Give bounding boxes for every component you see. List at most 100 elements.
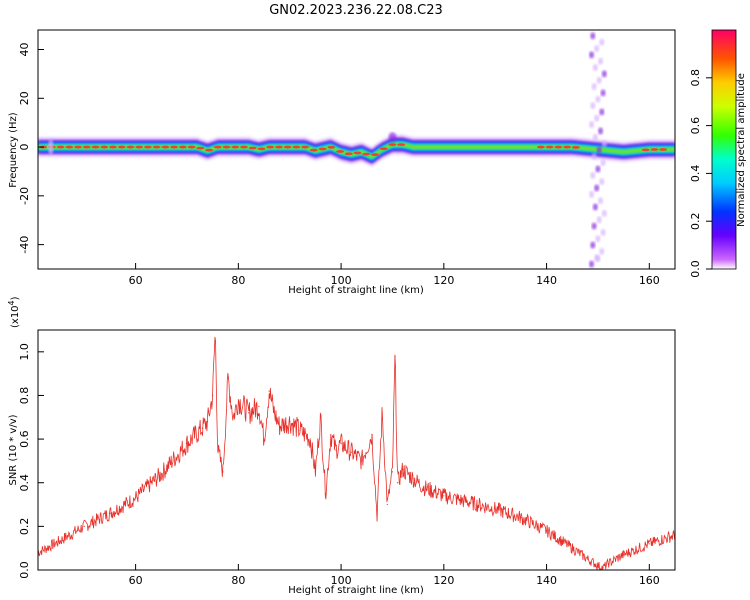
- spectrogram-event-blob: [601, 209, 607, 217]
- snr-point: [237, 399, 239, 401]
- spectrogram-hotspot: [362, 152, 371, 156]
- snr-x-ticks: 60 80 100 120 140 160: [129, 564, 660, 587]
- snr-y-axis-label: SNR (10 * v/v): [8, 414, 19, 485]
- snr-frame: [37, 329, 676, 571]
- spectrogram-hotspot: [213, 145, 222, 149]
- snr-point: [258, 405, 260, 407]
- spectrogram-event-blob: [600, 228, 606, 236]
- spectrogram-event-blob: [592, 133, 598, 141]
- colorbar-ticks: 0.0 0.2 0.4 0.6 0.8: [689, 69, 712, 278]
- snr-y-ticks: 0.0 0.2 0.4 0.6 0.8 1.0: [18, 343, 44, 579]
- colorbar-tick-label: 0.2: [689, 212, 702, 230]
- snr-x-tick-label: 140: [536, 574, 557, 587]
- spectrogram-hotspot: [397, 143, 406, 147]
- spectrogram-hotspot: [196, 146, 205, 150]
- snr-point: [602, 567, 604, 569]
- spectrogram-event-blob: [590, 171, 596, 179]
- spectrogram-event-blob: [595, 165, 601, 173]
- spectrogram-x-axis-label: Height of straight line (km): [288, 285, 424, 296]
- spectrogram-hotspot: [554, 145, 563, 149]
- snr-point: [319, 416, 322, 418]
- spectrogram-event-blob: [596, 76, 602, 84]
- snr-point: [412, 477, 414, 479]
- spectrogram-hotspot: [65, 145, 74, 149]
- spectrogram-y-ticks: 40 20 0 -20 -40: [18, 43, 44, 254]
- snr-y-tick-label: 0.0: [18, 561, 31, 579]
- snr-point: [350, 451, 352, 453]
- snr-point: [109, 512, 111, 514]
- spectrogram-event-blob: [598, 57, 604, 65]
- spectrogram-hotspot: [205, 148, 214, 152]
- snr-point: [263, 438, 265, 440]
- spectrogram-x-tick-label: 80: [231, 274, 245, 287]
- snr-point: [201, 427, 203, 429]
- spectrogram-event-blob: [590, 102, 596, 110]
- snr-point: [386, 503, 388, 506]
- snr-point: [520, 517, 522, 519]
- colorbar-gradient: [711, 29, 737, 270]
- spectrogram-hotspot: [117, 145, 126, 149]
- spectrogram-y-tick-label: 20: [18, 91, 31, 105]
- spectrogram-hotspot: [222, 145, 231, 149]
- spectrogram-y-tick-label: 40: [18, 43, 31, 57]
- spectrogram-hotspot: [74, 145, 83, 149]
- colorbar-tick-label: 0.0: [689, 260, 702, 278]
- snr-y-tick-label: 0.8: [18, 387, 31, 405]
- snr-point: [289, 421, 291, 423]
- spectrogram-band: [38, 32, 675, 268]
- spectrogram-hotspot: [370, 153, 379, 157]
- spectrogram-x-ticks: 60 80 100 120 140 160: [129, 263, 660, 287]
- snr-point: [217, 449, 219, 451]
- colorbar-tick-label: 0.6: [689, 117, 702, 135]
- spectrogram-hotspot: [82, 145, 91, 149]
- snr-point: [468, 501, 471, 503]
- spectrogram-event-blob: [599, 178, 605, 186]
- spectrogram-hotspot: [109, 145, 118, 149]
- spectrogram-hotspot: [309, 148, 318, 152]
- snr-point: [381, 412, 383, 414]
- snr-multiplier-exp: 4: [7, 300, 16, 305]
- spectrogram-hotspot: [353, 151, 362, 155]
- snr-point: [422, 486, 424, 488]
- spectrogram-hotspot: [274, 145, 283, 149]
- snr-point: [371, 434, 373, 436]
- spectrogram-x-tick-label: 120: [433, 274, 454, 287]
- spectrogram-hotspot: [659, 148, 668, 151]
- spectrogram-hotspot: [91, 145, 100, 149]
- snr-point: [160, 473, 162, 475]
- snr-point: [325, 493, 327, 495]
- spectrogram-hotspot: [100, 145, 109, 149]
- spectrogram-hotspot: [336, 150, 345, 153]
- snr-line: [38, 336, 675, 570]
- spectrogram-hotspot: [231, 145, 240, 149]
- snr-point: [340, 442, 342, 445]
- spectrogram-hotspot: [641, 148, 650, 152]
- spectrogram-event-blob: [592, 64, 598, 72]
- snr-point: [309, 438, 311, 440]
- spectrogram-hotspot: [563, 145, 572, 149]
- snr-point: [587, 558, 589, 560]
- spectrogram-event-blob: [589, 51, 595, 59]
- snr-point: [273, 412, 275, 414]
- spectrogram-hotspot: [143, 145, 152, 149]
- spectrogram-hotspot: [571, 146, 580, 149]
- spectrogram-event-blob: [589, 121, 595, 129]
- spectrogram-hotspot: [266, 145, 275, 149]
- spectrogram-event-blob: [596, 146, 602, 154]
- spectrogram-event-blob: [595, 235, 601, 243]
- figure-title: GN02.2023.236.22.08.C23: [269, 3, 443, 18]
- snr-y-tick-label: 0.6: [18, 430, 31, 448]
- spectrogram-band-layer-5: [38, 143, 675, 158]
- spectrogram-event-blob: [599, 247, 605, 255]
- spectrogram-event-blob: [595, 255, 601, 263]
- snr-point: [83, 525, 85, 527]
- spectrogram-event-blob: [596, 216, 602, 224]
- snr-x-axis-label: Height of straight line (km): [288, 585, 424, 596]
- snr-point: [186, 442, 188, 445]
- spectrogram-event-blob: [591, 83, 597, 91]
- spectrogram-hotspot: [187, 145, 196, 149]
- snr-y-tick-label: 0.2: [18, 518, 31, 536]
- spectrogram-hotspot: [318, 147, 327, 151]
- snr-point: [278, 425, 281, 427]
- spectrogram-y-tick-label: 0: [18, 144, 31, 151]
